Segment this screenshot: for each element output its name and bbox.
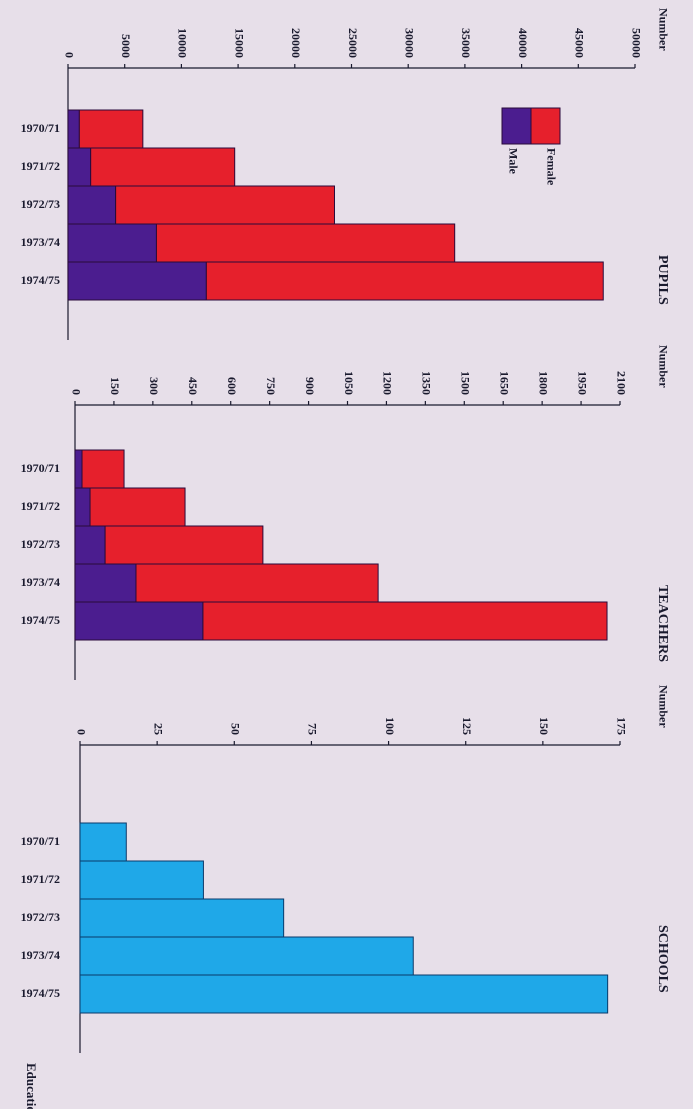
bar-segment — [67, 223, 157, 263]
bar — [79, 974, 609, 1014]
x-tick-label: 5000 — [119, 34, 133, 58]
bar-segment — [202, 601, 608, 641]
x-tick-label: 175 — [614, 717, 628, 735]
x-tick-label: 0 — [74, 729, 88, 735]
y-tick-label: 1971/72 — [21, 499, 60, 513]
bar-segment — [135, 563, 379, 603]
y-tick-label: 1972/73 — [21, 197, 60, 211]
bar-segment — [115, 185, 335, 225]
x-tick-label: 300 — [147, 377, 161, 395]
axis-label: Number — [656, 8, 670, 51]
y-tick-label: 1974/75 — [21, 613, 60, 627]
y-tick-label: 1974/75 — [21, 273, 60, 287]
bar-segment — [104, 525, 264, 565]
bar-segment — [74, 525, 106, 565]
bar-segment — [74, 487, 91, 527]
x-tick-label: 750 — [264, 377, 278, 395]
x-tick-label: 150 — [537, 717, 551, 735]
y-tick-label: 1972/73 — [21, 910, 60, 924]
bar-segment — [74, 563, 137, 603]
x-tick-label: 50 — [229, 723, 243, 735]
legend-label: Female — [544, 148, 558, 186]
bar-segment — [67, 147, 92, 187]
chart-title: SCHOOLS — [655, 925, 670, 993]
legend-label: Male — [506, 148, 520, 175]
x-tick-label: 10000 — [176, 28, 190, 58]
y-tick-label: 1974/75 — [21, 986, 60, 1000]
x-tick-label: 45000 — [573, 28, 587, 58]
bar-segment — [81, 449, 125, 489]
bar — [79, 860, 204, 900]
chart-title: TEACHERS — [655, 585, 670, 662]
axis-label: Number — [656, 685, 670, 728]
x-tick-label: 1050 — [342, 371, 356, 395]
bar — [79, 898, 285, 938]
x-tick-label: 1800 — [536, 371, 550, 395]
x-tick-label: 35000 — [459, 28, 473, 58]
x-tick-label: 30000 — [402, 28, 416, 58]
bar-segment — [155, 223, 456, 263]
x-tick-label: 1200 — [381, 371, 395, 395]
y-tick-label: 1971/72 — [21, 872, 60, 886]
bar-segment — [67, 109, 80, 149]
x-tick-label: 25000 — [346, 28, 360, 58]
y-tick-label: 1973/74 — [21, 235, 60, 249]
x-tick-label: 900 — [303, 377, 317, 395]
bar-segment — [205, 261, 604, 301]
bar-segment — [67, 185, 117, 225]
x-tick-label: 100 — [383, 717, 397, 735]
x-tick-label: 1950 — [575, 371, 589, 395]
x-tick-label: 20000 — [289, 28, 303, 58]
x-tick-label: 0 — [62, 52, 76, 58]
bar-segment — [74, 601, 204, 641]
category-axis-label: Educational year — [24, 1063, 39, 1109]
bar — [79, 822, 127, 862]
y-tick-label: 1970/71 — [21, 834, 60, 848]
y-tick-label: 1973/74 — [21, 575, 60, 589]
y-tick-label: 1970/71 — [21, 461, 60, 475]
x-tick-label: 125 — [460, 717, 474, 735]
x-tick-label: 25 — [151, 723, 165, 735]
x-tick-label: 450 — [186, 377, 200, 395]
x-tick-label: 2100 — [614, 371, 628, 395]
legend-swatch — [530, 107, 561, 145]
y-tick-label: 1970/71 — [21, 121, 60, 135]
y-tick-label: 1972/73 — [21, 537, 60, 551]
x-tick-label: 1650 — [497, 371, 511, 395]
x-tick-label: 40000 — [516, 28, 530, 58]
axis-label: Number — [656, 345, 670, 388]
bar-segment — [90, 147, 236, 187]
x-tick-label: 1350 — [420, 371, 434, 395]
bar-segment — [78, 109, 144, 149]
bar — [79, 936, 414, 976]
bar-segment — [89, 487, 186, 527]
x-tick-label: 0 — [69, 389, 83, 395]
legend-swatch — [501, 107, 532, 145]
x-tick-label: 1500 — [459, 371, 473, 395]
y-tick-label: 1971/72 — [21, 159, 60, 173]
bar-segment — [74, 449, 83, 489]
y-tick-label: 1973/74 — [21, 948, 60, 962]
x-tick-label: 150 — [108, 377, 122, 395]
x-tick-label: 600 — [225, 377, 239, 395]
bar-segment — [67, 261, 207, 301]
x-tick-label: 75 — [306, 723, 320, 735]
x-tick-label: 15000 — [232, 28, 246, 58]
chart-title: PUPILS — [655, 255, 670, 305]
x-tick-label: 50000 — [629, 28, 643, 58]
